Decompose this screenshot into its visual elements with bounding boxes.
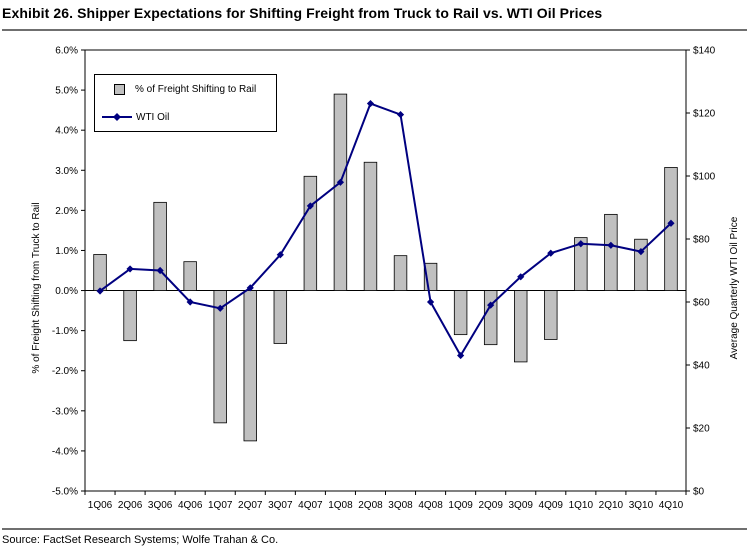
chart-title: Exhibit 26. Shipper Expectations for Shi… xyxy=(2,5,603,21)
right-tick-label: $60 xyxy=(693,298,710,309)
left-tick-label: -1.0% xyxy=(52,326,78,337)
left-tick-label: 2.0% xyxy=(55,206,78,217)
left-tick-label: 0.0% xyxy=(55,286,78,297)
bar-1Q06 xyxy=(93,254,107,291)
right-tick-label: $120 xyxy=(693,109,716,120)
legend-line-swatch xyxy=(102,113,132,121)
wti-point-4Q07 xyxy=(306,202,314,210)
x-tick-label-2Q06: 2Q06 xyxy=(118,500,143,511)
x-tick-label-1Q07: 1Q07 xyxy=(208,500,233,511)
right-tick-label: $20 xyxy=(693,424,710,435)
right-tick-label: $0 xyxy=(693,487,705,498)
bar-2Q07 xyxy=(243,290,257,442)
wti-point-2Q06 xyxy=(126,265,134,273)
left-tick-label: 3.0% xyxy=(55,166,78,177)
left-tick-label: -3.0% xyxy=(52,406,78,417)
bar-4Q06 xyxy=(183,261,197,291)
wti-point-4Q08 xyxy=(426,298,435,306)
bar-3Q10 xyxy=(634,238,648,291)
x-tick-label-3Q08: 3Q08 xyxy=(388,500,413,511)
bar-3Q08 xyxy=(393,255,408,291)
left-tick-label: 5.0% xyxy=(55,86,78,97)
x-tick-label-1Q08: 1Q08 xyxy=(328,500,353,511)
bar-4Q09 xyxy=(544,290,558,340)
x-tick-label-2Q07: 2Q07 xyxy=(238,500,263,511)
wti-point-3Q07 xyxy=(276,251,284,259)
bar-4Q07 xyxy=(303,175,318,291)
wti-oil-line xyxy=(99,102,672,358)
bar-2Q08 xyxy=(363,161,378,291)
wti-point-3Q08 xyxy=(396,110,405,119)
bar-4Q10 xyxy=(664,167,678,291)
legend-item-freight-shift: % of Freight Shifting to Rail xyxy=(95,82,256,96)
bar-2Q06 xyxy=(123,290,137,342)
x-tick-label-1Q09: 1Q09 xyxy=(448,500,473,511)
left-tick-label: 4.0% xyxy=(55,126,78,137)
right-tick-label: $140 xyxy=(693,46,716,57)
legend-label-freight-shift: % of Freight Shifting to Rail xyxy=(135,83,257,95)
wti-point-1Q07 xyxy=(216,304,224,312)
x-tick-label-3Q10: 3Q10 xyxy=(629,500,654,511)
left-tick-label: 1.0% xyxy=(55,246,78,257)
x-tick-label-2Q10: 2Q10 xyxy=(599,500,624,511)
top-divider xyxy=(2,29,747,31)
wti-point-2Q07 xyxy=(246,284,254,292)
bar-2Q10 xyxy=(604,213,618,291)
bar-3Q07 xyxy=(273,290,288,344)
wti-point-1Q09 xyxy=(457,351,465,360)
wti-point-2Q08 xyxy=(366,99,375,108)
x-tick-label-4Q10: 4Q10 xyxy=(659,500,684,511)
chart-legend: % of Freight Shifting to Rail WTI Oil xyxy=(94,74,277,132)
wti-point-3Q10 xyxy=(637,248,645,256)
source-note: Source: FactSet Research Systems; Wolfe … xyxy=(2,534,279,546)
bar-1Q10 xyxy=(574,237,588,291)
wti-point-4Q10 xyxy=(667,219,675,227)
x-tick-label-4Q06: 4Q06 xyxy=(178,500,203,511)
wti-point-2Q10 xyxy=(607,241,615,249)
x-tick-label-2Q08: 2Q08 xyxy=(358,500,383,511)
right-tick-label: $40 xyxy=(693,361,710,372)
wti-point-3Q09 xyxy=(517,273,525,281)
wti-point-3Q06 xyxy=(156,266,164,275)
left-axis-title: % of Freight Shifting from Truck to Rail xyxy=(31,202,42,373)
wti-point-4Q06 xyxy=(186,298,194,306)
left-tick-label: -5.0% xyxy=(52,487,78,498)
wti-point-1Q10 xyxy=(577,240,585,248)
x-tick-label-1Q06: 1Q06 xyxy=(88,500,113,511)
x-tick-label-1Q10: 1Q10 xyxy=(569,500,594,511)
bar-1Q09 xyxy=(453,290,468,336)
bottom-divider xyxy=(2,528,747,530)
right-tick-label: $80 xyxy=(693,235,710,246)
x-tick-label-3Q09: 3Q09 xyxy=(508,500,533,511)
bar-1Q07 xyxy=(213,290,227,424)
right-axis-title: Average Quarterly WTI Oil Price xyxy=(729,216,740,359)
legend-bar-swatch xyxy=(114,83,125,95)
x-tick-label-3Q07: 3Q07 xyxy=(268,500,293,511)
left-tick-label: 6.0% xyxy=(55,46,78,57)
left-tick-label: -2.0% xyxy=(52,366,78,377)
wti-point-2Q09 xyxy=(487,301,495,309)
bar-3Q09 xyxy=(514,290,528,363)
legend-label-wti-oil: WTI Oil xyxy=(136,111,170,123)
legend-item-wti-oil: WTI Oil xyxy=(95,110,169,124)
wti-point-1Q08 xyxy=(336,178,345,186)
bar-3Q06 xyxy=(153,201,167,291)
x-tick-label-4Q07: 4Q07 xyxy=(298,500,323,511)
left-tick-label: -4.0% xyxy=(52,446,78,457)
wti-point-4Q09 xyxy=(547,249,555,257)
bar-2Q09 xyxy=(483,290,498,346)
x-tick-label-4Q09: 4Q09 xyxy=(539,500,564,511)
right-tick-label: $100 xyxy=(693,172,716,183)
wti-point-1Q06 xyxy=(96,287,104,295)
bar-1Q08 xyxy=(333,93,348,291)
x-tick-label-4Q08: 4Q08 xyxy=(418,500,443,511)
x-tick-label-3Q06: 3Q06 xyxy=(148,500,173,511)
x-tick-label-2Q09: 2Q09 xyxy=(478,500,503,511)
